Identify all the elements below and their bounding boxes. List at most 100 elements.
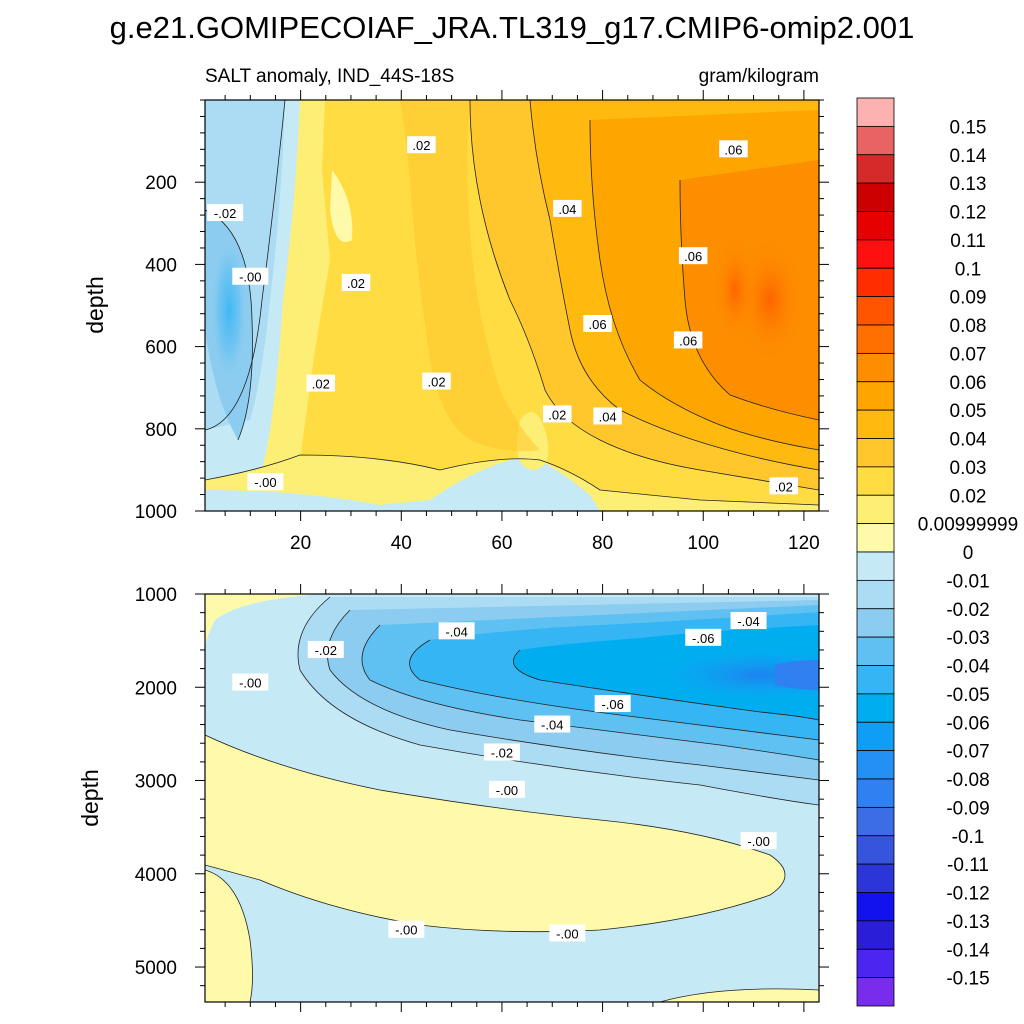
contour-label: -.00 xyxy=(549,924,586,942)
top-contour-lines xyxy=(205,100,819,506)
contour-label-bg xyxy=(341,273,371,291)
colorbar-label: -0.12 xyxy=(946,884,989,905)
colorbar-label: -0.1 xyxy=(952,827,985,848)
colorbar-swatch xyxy=(856,551,895,581)
contour-label-bg xyxy=(232,673,269,691)
contour-label: .06 xyxy=(678,247,708,265)
units-label: gram/kilogram xyxy=(699,66,819,87)
contour-label: -.02 xyxy=(307,640,344,658)
contour-label: .02 xyxy=(422,372,451,390)
colorbar: 0.15 0.14 0.13 0.12 0.11 0.1 0.09 0.08 0.07 0.06 0… xyxy=(856,97,1018,1007)
colorbar-swatch xyxy=(856,636,895,666)
top-axis-ticks: 200 400 600 800 1000 20 40 60 80 100 120 xyxy=(135,90,829,554)
contour-label-bg xyxy=(678,247,708,265)
contour-label-text: .02 xyxy=(427,375,445,390)
colorbar-swatch xyxy=(856,239,895,269)
colorbar-swatch xyxy=(856,438,895,468)
colorbar-label: -0.15 xyxy=(946,969,989,990)
colorbar-swatch xyxy=(856,778,895,808)
y-tick-label: 5000 xyxy=(135,958,177,979)
colorbar-label: -0.13 xyxy=(946,912,989,933)
contour-label-bg xyxy=(232,267,269,285)
colorbar-label: -0.11 xyxy=(947,855,989,876)
x-tick-label: 120 xyxy=(788,533,820,554)
contour-label-text: -.00 xyxy=(239,676,261,691)
colorbar-label: 0.11 xyxy=(950,231,986,252)
contour-label-bg xyxy=(673,331,703,349)
colorbar-label: -0.04 xyxy=(946,657,990,678)
top-field xyxy=(205,100,819,511)
colorbar-swatch xyxy=(856,97,895,127)
contour-label-text: .02 xyxy=(312,377,330,392)
contour-label: .06 xyxy=(583,314,612,332)
contour-label: .04 xyxy=(553,199,582,217)
x-tick-label: 100 xyxy=(687,533,719,554)
contour-label-text: .04 xyxy=(558,202,576,217)
contour-label-bg xyxy=(730,612,767,630)
contour-label: -.00 xyxy=(488,780,525,798)
colorbar-swatch xyxy=(856,977,895,1007)
contour-label-text: .02 xyxy=(412,138,430,153)
contour-label-text: -.02 xyxy=(491,746,513,761)
contour-label-text: .04 xyxy=(599,409,617,424)
figure-title: g.e21.GOMIPECOIAF_JRA.TL319_g17.CMIP6-om… xyxy=(110,10,915,45)
colorbar-swatch xyxy=(856,182,895,212)
contour-label-text: .02 xyxy=(548,407,566,422)
contour-label-bg xyxy=(422,372,451,390)
contour-label: .06 xyxy=(673,331,703,349)
y-tick-label: 600 xyxy=(145,338,177,359)
colorbar-label: 0 xyxy=(963,543,974,564)
x-tick-label: 20 xyxy=(290,533,311,554)
colorbar-swatch xyxy=(856,693,895,723)
contour-label-text: -.00 xyxy=(747,834,769,849)
colorbar-label: -0.09 xyxy=(946,798,989,819)
y-tick-label: 1000 xyxy=(135,502,177,523)
colorbar-label: -0.05 xyxy=(946,685,989,706)
colorbar-label: -0.06 xyxy=(946,713,989,734)
colorbar-label: 0.07 xyxy=(950,344,987,365)
colorbar-swatch xyxy=(856,352,895,383)
colorbar-label: 0.03 xyxy=(950,458,987,479)
contour-label: -.04 xyxy=(438,622,475,640)
colorbar-swatch xyxy=(856,863,895,893)
colorbar-swatch xyxy=(856,267,895,298)
contour-label-text: .06 xyxy=(684,249,702,264)
colorbar-swatch xyxy=(856,721,895,752)
colorbar-swatch xyxy=(856,523,895,553)
colorbar-swatch xyxy=(856,948,895,979)
contour-label-bg xyxy=(306,374,336,392)
colorbar-swatch xyxy=(856,806,895,837)
contour-label-bg xyxy=(543,405,572,423)
contour-label: -.06 xyxy=(594,695,631,713)
colorbar-swatch xyxy=(856,750,895,780)
contour-label-text: -.06 xyxy=(601,697,623,712)
colorbar-swatch xyxy=(856,381,895,411)
colorbar-swatch xyxy=(856,835,895,865)
y-tick-label: 4000 xyxy=(135,865,177,886)
contour-label-bg xyxy=(438,622,475,640)
contour-label: -.00 xyxy=(232,673,269,691)
contour-label-text: .02 xyxy=(775,479,793,494)
colorbar-label: -0.14 xyxy=(946,940,990,961)
colorbar-label: 0.05 xyxy=(950,401,987,422)
contour-label: -.04 xyxy=(730,612,767,630)
contour-label-bg xyxy=(769,477,799,495)
bottom-ylabel: depth xyxy=(77,769,103,827)
contour-label-text: .06 xyxy=(679,333,697,348)
contour-label-bg xyxy=(685,628,722,646)
contour-label-text: -.00 xyxy=(496,783,518,798)
top-plot-frame xyxy=(204,99,820,512)
colorbar-swatch xyxy=(856,324,895,354)
contour-label-text: .02 xyxy=(347,276,365,291)
colorbar-label: 0.12 xyxy=(950,203,987,224)
contour-label-bg xyxy=(549,924,586,942)
contour-label-bg xyxy=(534,715,571,733)
contour-label: -.02 xyxy=(207,204,244,222)
contour-label: -.04 xyxy=(534,715,571,733)
contour-label-text: -.00 xyxy=(254,475,276,490)
contour-label: -.06 xyxy=(685,628,722,646)
x-tick-label: 40 xyxy=(391,533,412,554)
contour-label-text: .06 xyxy=(589,317,607,332)
bottom-contour-labels: -.02 -.04 -.04 -.06 -.00 -.06 -.04 -.02 -.00 -.00… xyxy=(232,612,777,942)
